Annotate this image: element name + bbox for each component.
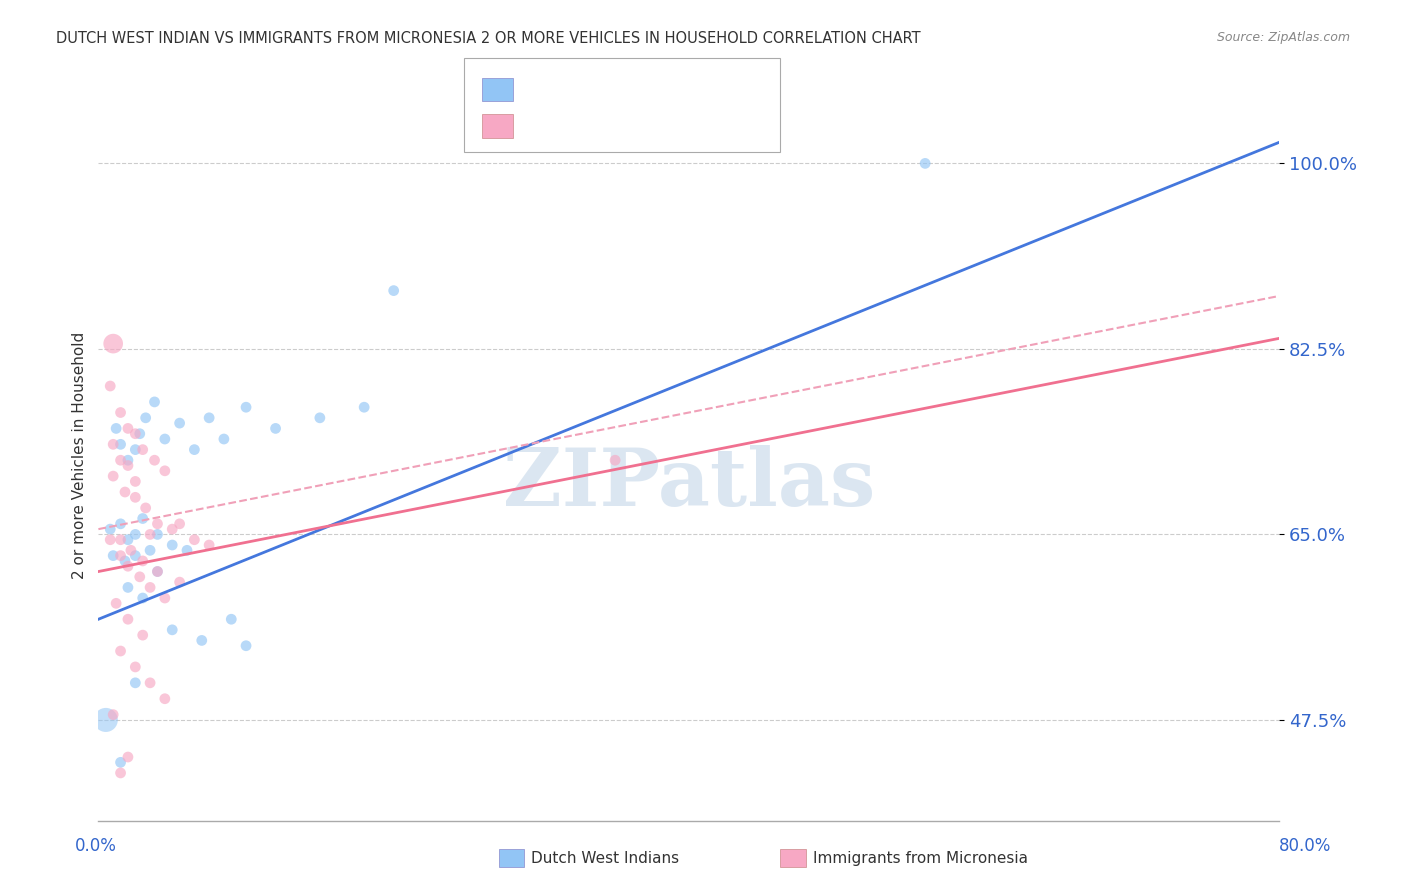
Point	[132, 511, 155, 525]
Point	[132, 554, 155, 568]
Point	[114, 554, 136, 568]
Point	[98, 522, 121, 536]
Point	[169, 416, 191, 430]
Point	[198, 410, 221, 425]
Point	[110, 533, 132, 547]
Point	[105, 596, 128, 610]
Point	[105, 421, 128, 435]
Point	[132, 628, 155, 642]
Point	[110, 549, 132, 563]
Point	[146, 516, 169, 531]
Point	[110, 516, 132, 531]
Point	[124, 491, 146, 505]
Point	[124, 676, 146, 690]
Point	[117, 421, 139, 435]
Point	[162, 522, 183, 536]
Point	[135, 410, 157, 425]
Point	[146, 565, 169, 579]
Point	[110, 453, 132, 467]
Text: Source: ZipAtlas.com: Source: ZipAtlas.com	[1216, 31, 1350, 45]
Point	[353, 401, 375, 415]
Point	[143, 453, 166, 467]
Point	[605, 453, 627, 467]
Point	[117, 581, 139, 595]
Point	[176, 543, 198, 558]
Point	[914, 156, 936, 170]
Point	[98, 379, 121, 393]
Point	[153, 432, 176, 446]
Point	[94, 713, 117, 727]
Point	[103, 469, 125, 483]
Point	[139, 527, 162, 541]
Point	[103, 437, 125, 451]
Point	[132, 591, 155, 605]
Point	[198, 538, 221, 552]
Point	[124, 549, 146, 563]
Point	[146, 565, 169, 579]
Text: ZIPatlas: ZIPatlas	[503, 445, 875, 524]
Point	[124, 442, 146, 457]
Point	[117, 533, 139, 547]
Point	[103, 707, 125, 722]
Point	[139, 676, 162, 690]
Text: R =  0.118  N = 44: R = 0.118 N = 44	[519, 117, 676, 135]
Point	[98, 533, 121, 547]
Point	[169, 516, 191, 531]
Text: R = 0.603  N = 39: R = 0.603 N = 39	[519, 80, 671, 98]
Point	[264, 421, 287, 435]
Point	[382, 284, 405, 298]
Point	[103, 336, 125, 351]
Text: 0.0%: 0.0%	[75, 837, 117, 855]
Point	[191, 633, 214, 648]
Point	[117, 750, 139, 764]
Point	[235, 639, 257, 653]
Point	[162, 623, 183, 637]
Point	[153, 464, 176, 478]
Point	[153, 591, 176, 605]
Point	[309, 410, 332, 425]
Point	[128, 426, 150, 441]
Point	[146, 527, 169, 541]
Text: 80.0%: 80.0%	[1278, 837, 1331, 855]
Point	[212, 432, 235, 446]
Point	[139, 543, 162, 558]
Point	[120, 543, 142, 558]
Point	[153, 691, 176, 706]
Point	[124, 426, 146, 441]
Point	[110, 437, 132, 451]
Y-axis label: 2 or more Vehicles in Household: 2 or more Vehicles in Household	[72, 331, 87, 579]
Point	[110, 644, 132, 658]
Text: Dutch West Indians: Dutch West Indians	[531, 851, 679, 865]
Point	[221, 612, 243, 626]
Point	[169, 575, 191, 590]
Point	[135, 500, 157, 515]
Point	[162, 538, 183, 552]
Point	[132, 442, 155, 457]
Point	[103, 549, 125, 563]
Point	[139, 581, 162, 595]
Text: DUTCH WEST INDIAN VS IMMIGRANTS FROM MICRONESIA 2 OR MORE VEHICLES IN HOUSEHOLD : DUTCH WEST INDIAN VS IMMIGRANTS FROM MIC…	[56, 31, 921, 46]
Point	[117, 559, 139, 574]
Point	[124, 527, 146, 541]
Point	[128, 570, 150, 584]
Point	[114, 485, 136, 500]
Point	[110, 766, 132, 780]
Point	[117, 612, 139, 626]
Text: Immigrants from Micronesia: Immigrants from Micronesia	[813, 851, 1028, 865]
Point	[110, 756, 132, 770]
Point	[143, 395, 166, 409]
Point	[183, 533, 205, 547]
Point	[117, 453, 139, 467]
Point	[183, 442, 205, 457]
Point	[124, 660, 146, 674]
Point	[124, 475, 146, 489]
Point	[235, 401, 257, 415]
Point	[110, 405, 132, 419]
Point	[117, 458, 139, 473]
